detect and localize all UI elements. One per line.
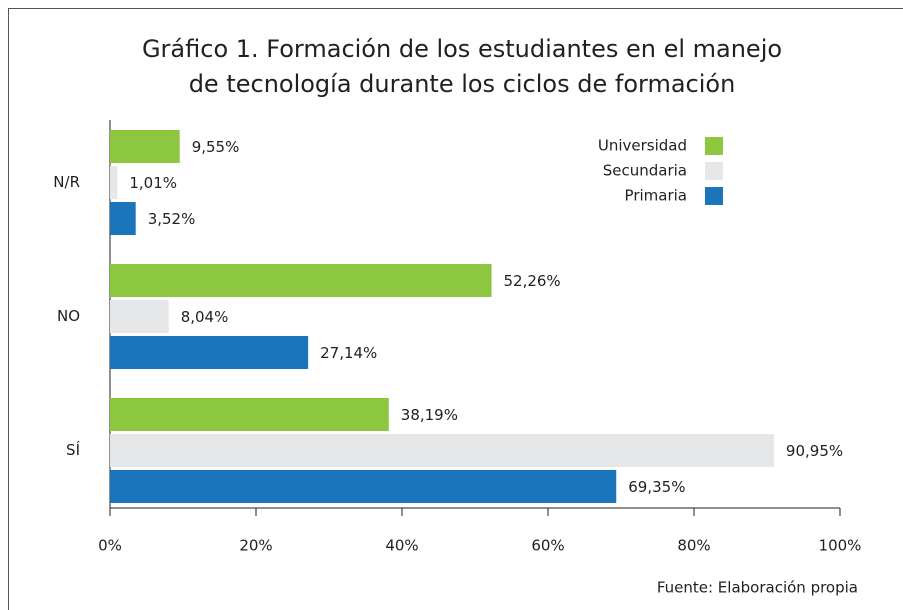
y-tick-label: N/R — [53, 173, 80, 191]
frame — [8, 8, 903, 610]
bar — [110, 336, 309, 369]
x-tick-label: 40% — [385, 537, 418, 555]
bar — [110, 130, 180, 163]
data-label: 9,55% — [192, 138, 240, 156]
legend-label: Primaria — [625, 187, 687, 205]
bar — [110, 300, 169, 333]
x-tick-label: 0% — [98, 537, 122, 555]
data-label: 27,14% — [320, 344, 377, 362]
bar — [110, 398, 389, 431]
x-tick-label: 80% — [677, 537, 710, 555]
data-label: 38,19% — [401, 406, 458, 424]
data-label: 52,26% — [503, 272, 560, 290]
bar — [110, 202, 136, 235]
legend-label: Universidad — [598, 137, 687, 155]
legend-swatch — [705, 137, 723, 155]
bar — [110, 434, 774, 467]
x-tick-label: 100% — [819, 537, 862, 555]
bar — [110, 264, 492, 297]
bar — [110, 166, 118, 199]
legend-swatch — [705, 162, 723, 180]
data-label: 1,01% — [129, 174, 177, 192]
x-tick-label: 60% — [531, 537, 564, 555]
legend-label: Secundaria — [603, 162, 687, 180]
chart-title: Gráfico 1. Formación de los estudiantes … — [142, 35, 782, 63]
y-tick-label: NO — [57, 307, 80, 325]
data-label: 8,04% — [181, 308, 229, 326]
chart-title: de tecnología durante los ciclos de form… — [189, 70, 736, 98]
data-label: 69,35% — [628, 478, 685, 496]
data-label: 90,95% — [786, 442, 843, 460]
legend-swatch — [705, 187, 723, 205]
data-label: 3,52% — [148, 210, 196, 228]
x-tick-label: 20% — [239, 537, 272, 555]
source-note: Fuente: Elaboración propia — [657, 579, 858, 597]
bar — [110, 470, 617, 503]
y-tick-label: SÍ — [66, 440, 80, 459]
